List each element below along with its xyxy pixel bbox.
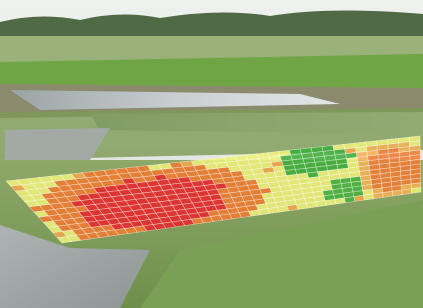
overlay-cell: [383, 191, 393, 197]
overlay-cell: [354, 195, 364, 201]
overlay-cell: [316, 201, 327, 207]
overlay-cell: [297, 203, 308, 209]
overlay-cell: [364, 194, 374, 200]
overlay-cell: [325, 199, 336, 205]
overlay-cell: [306, 202, 317, 208]
overlay-cell: [392, 190, 402, 196]
overlay-cell: [373, 193, 383, 199]
overlay-cell: [344, 197, 354, 203]
overlay-cell: [335, 198, 346, 204]
field-photo: [0, 0, 423, 308]
page: (() => { const svg = document.getElement…: [0, 0, 423, 308]
overlay-cell: [402, 189, 412, 195]
overlay-cell: [411, 187, 421, 193]
overlay-cell: [287, 205, 298, 211]
